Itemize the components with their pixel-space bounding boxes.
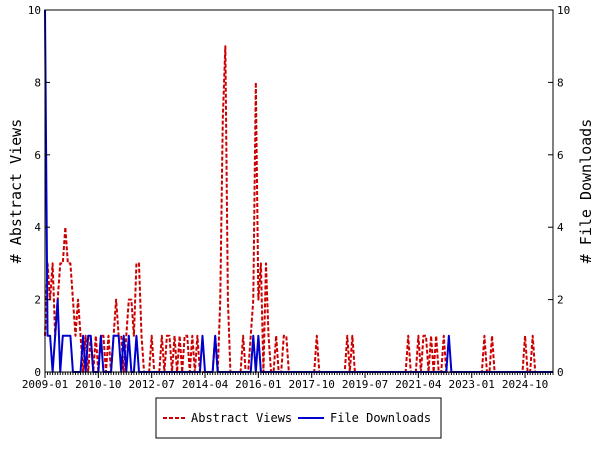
legend-label-file-downloads: File Downloads [330, 411, 431, 425]
y-right-tick-label: 6 [557, 149, 564, 162]
y-left-axis-title: # Abstract Views [7, 119, 25, 264]
y-right-tick-label: 10 [557, 4, 570, 17]
y-right-axis-title: # File Downloads [577, 119, 595, 264]
y-left-tick-label: 8 [34, 76, 41, 89]
x-tick-label: 2010-10 [75, 378, 121, 391]
y-axis-ticks: 0 2 4 6 8 10 0 2 4 6 8 10 [28, 4, 571, 379]
y-left-tick-label: 4 [34, 221, 41, 234]
y-left-tick-label: 0 [34, 366, 41, 379]
y-right-tick-label: 8 [557, 76, 564, 89]
x-tick-label: 2023-01 [449, 378, 495, 391]
x-tick-label: 2016-01 [235, 378, 281, 391]
x-tick-label: 2021-04 [395, 378, 442, 391]
y-left-tick-label: 10 [28, 4, 41, 17]
y-right-tick-label: 4 [557, 221, 564, 234]
legend-label-abstract-views: Abstract Views [191, 411, 292, 425]
y-left-tick-label: 2 [34, 294, 41, 307]
x-tick-label: 2012-07 [129, 378, 175, 391]
x-tick-label: 2009-01 [22, 378, 68, 391]
y-right-tick-label: 2 [557, 294, 564, 307]
y-left-tick-label: 6 [34, 149, 41, 162]
x-tick-label: 2024-10 [502, 378, 548, 391]
y-right-tick-label: 0 [557, 366, 564, 379]
x-axis-ticks: 2009-01 2010-10 2012-07 2014-04 2016-01 2017-… [22, 372, 554, 391]
x-tick-label: 2014-04 [182, 378, 229, 391]
x-tick-label: 2019-07 [342, 378, 388, 391]
plot-area-frame [44, 9, 554, 373]
x-tick-label: 2017-10 [289, 378, 335, 391]
legend: Abstract Views File Downloads [155, 397, 442, 439]
